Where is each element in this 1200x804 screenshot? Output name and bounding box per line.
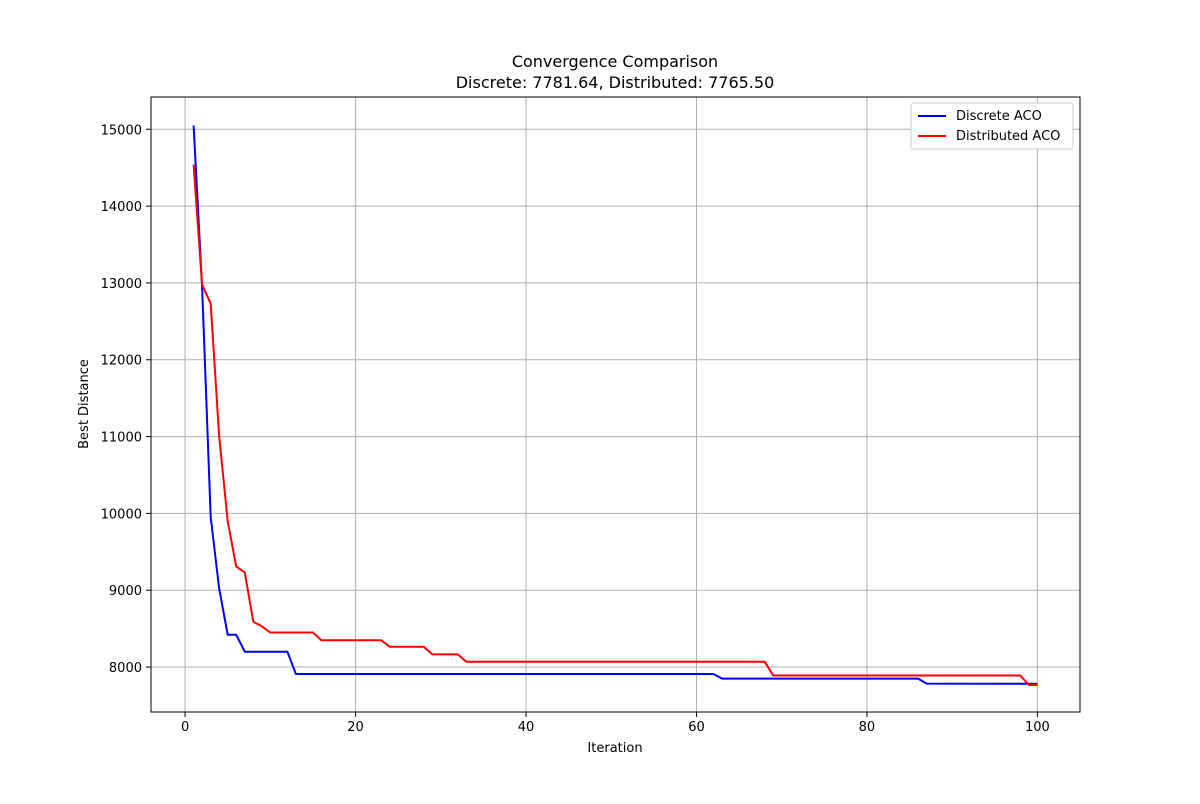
axis-ticks: 0 20 40 60 80 100 8000 9000 10000 11000 12000 13000… bbox=[101, 123, 1050, 735]
y-tick-label: 11000 bbox=[101, 431, 142, 446]
legend: Discrete ACO Distributed ACO bbox=[910, 102, 1074, 150]
legend-label-discrete: Discrete ACO bbox=[956, 109, 1042, 124]
chart-subtitle: Discrete: 7781.64, Distributed: 7765.50 bbox=[456, 73, 775, 92]
y-tick-label: 10000 bbox=[101, 507, 142, 522]
x-tick-label: 100 bbox=[1025, 720, 1050, 735]
y-tick-label: 9000 bbox=[109, 584, 142, 599]
series-line-distributed-aco bbox=[192, 164, 1038, 686]
grid-lines bbox=[151, 97, 1080, 712]
x-tick-label: 60 bbox=[688, 720, 705, 735]
plot-frame bbox=[150, 96, 1081, 713]
x-tick-label: 80 bbox=[859, 720, 876, 735]
y-tick-label: 14000 bbox=[101, 200, 142, 215]
legend-label-distributed: Distributed ACO bbox=[956, 129, 1060, 144]
series-lines bbox=[192, 125, 1038, 686]
y-tick-label: 8000 bbox=[109, 661, 142, 676]
y-tick-label: 15000 bbox=[101, 123, 142, 138]
legend-box bbox=[910, 102, 1074, 150]
y-tick-label: 12000 bbox=[101, 354, 142, 369]
x-axis-label: Iteration bbox=[587, 741, 642, 756]
chart-title: Convergence Comparison bbox=[512, 52, 718, 71]
x-tick-label: 40 bbox=[518, 720, 535, 735]
x-tick-label: 0 bbox=[181, 720, 189, 735]
y-tick-label: 13000 bbox=[101, 277, 142, 292]
y-axis-label: Best Distance bbox=[77, 359, 92, 449]
x-tick-label: 20 bbox=[347, 720, 364, 735]
series-line-discrete-aco bbox=[192, 125, 1038, 685]
